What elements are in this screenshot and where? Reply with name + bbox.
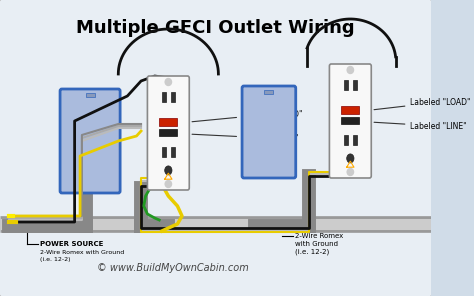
Circle shape — [347, 67, 354, 73]
FancyBboxPatch shape — [0, 0, 433, 296]
Circle shape — [165, 181, 172, 187]
Bar — [341, 117, 359, 124]
Text: Labeled "LINE": Labeled "LINE" — [374, 122, 467, 131]
Bar — [162, 92, 166, 102]
Text: 2-Wire Romex with Ground: 2-Wire Romex with Ground — [40, 250, 124, 255]
FancyBboxPatch shape — [242, 86, 296, 178]
Bar — [171, 92, 175, 102]
Text: (i.e. 12-2): (i.e. 12-2) — [295, 249, 329, 255]
Bar — [171, 147, 175, 157]
Text: Multiple GFCI Outlet Wiring: Multiple GFCI Outlet Wiring — [76, 19, 355, 37]
Circle shape — [347, 168, 354, 176]
Bar — [353, 80, 357, 90]
Bar — [353, 135, 357, 145]
FancyBboxPatch shape — [60, 89, 120, 193]
Circle shape — [165, 78, 172, 86]
Bar — [159, 118, 177, 126]
Bar — [159, 129, 177, 136]
Text: POWER SOURCE: POWER SOURCE — [40, 241, 103, 247]
FancyBboxPatch shape — [329, 64, 371, 178]
Bar — [341, 106, 359, 114]
Text: Labeled "LINE": Labeled "LINE" — [192, 133, 299, 143]
Bar — [85, 93, 95, 97]
Ellipse shape — [346, 154, 354, 163]
Ellipse shape — [164, 166, 172, 175]
Text: 2-Wire Romex: 2-Wire Romex — [295, 233, 343, 239]
Text: with Ground: with Ground — [295, 241, 338, 247]
Text: (i.e. 12-2): (i.e. 12-2) — [40, 257, 71, 261]
Text: © www.BuildMyOwnCabin.com: © www.BuildMyOwnCabin.com — [97, 263, 249, 273]
Bar — [344, 80, 348, 90]
Text: Labeled "LOAD": Labeled "LOAD" — [374, 97, 471, 110]
Bar — [344, 135, 348, 145]
Bar — [264, 90, 273, 94]
Bar — [162, 147, 166, 157]
FancyBboxPatch shape — [147, 76, 189, 190]
Text: Labeled "LOAD": Labeled "LOAD" — [192, 110, 302, 122]
